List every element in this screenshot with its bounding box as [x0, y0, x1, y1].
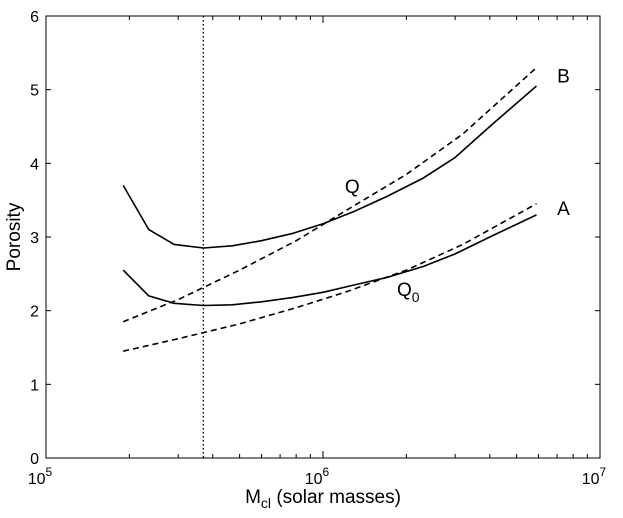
y-tick-label: 0	[30, 451, 39, 468]
series-line-Q0	[122, 214, 537, 307]
y-tick-label: 5	[30, 83, 39, 100]
series-layer	[122, 67, 538, 352]
x-axis-label: Mcl (solar masses)	[245, 487, 401, 511]
y-tick-label: 4	[30, 156, 39, 173]
y-axis-label: Porosity	[4, 202, 25, 271]
annotation-Q: Q	[345, 177, 360, 198]
series-line-Q	[122, 85, 538, 249]
series-line-B	[122, 67, 538, 323]
y-tick-label: 6	[30, 9, 39, 26]
y-tick-label: 2	[30, 304, 39, 321]
annotation-A: A	[557, 199, 570, 220]
series-line-A	[123, 203, 537, 352]
y-tick-label: 3	[30, 230, 39, 247]
y-tick-label: 1	[30, 377, 39, 394]
annotation-B: B	[557, 66, 570, 87]
